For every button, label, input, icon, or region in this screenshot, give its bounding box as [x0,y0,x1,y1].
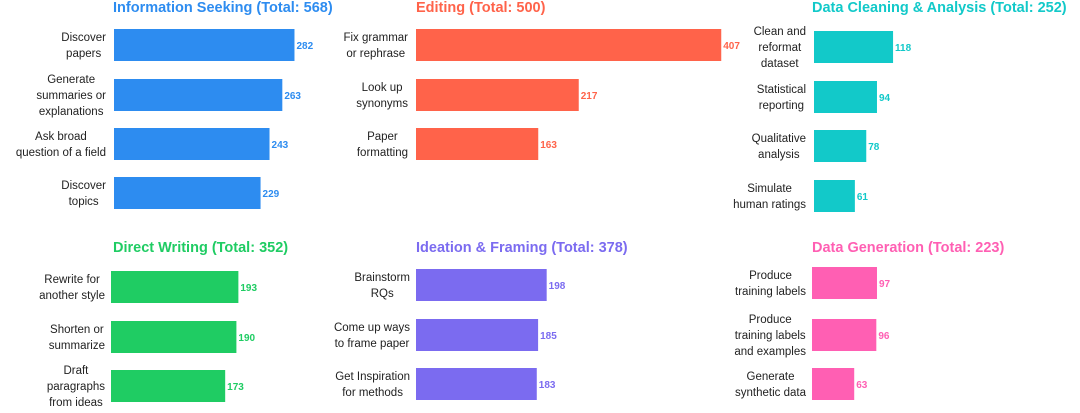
bar-chart: 198 Brainstorm RQs 185 Come up ways to frame … [334,269,566,400]
bar [111,321,237,353]
category-label: Produce training labels [735,270,806,298]
bar-value-label: 282 [296,41,313,52]
category-label: Get Inspiration for methods [335,371,410,399]
bar-value-label: 263 [284,91,301,102]
bar-value-label: 407 [723,41,740,52]
panel-title: Ideation & Framing (Total: 378) [416,240,628,256]
category-label: Draft paragraphs from ideas [47,365,105,409]
bar-value-label: 163 [540,140,557,151]
bar [416,368,537,400]
bar-value-label: 61 [857,192,869,203]
bar [812,368,855,400]
category-label: Ask broad question of a field [16,131,106,159]
bar-chart: 282 Discover papers 263 Generate summaries or… [16,29,314,209]
panel-ideation-framing: Ideation & Framing (Total: 378) 198 Brain… [300,240,760,413]
bar-value-label: 63 [856,380,868,391]
bar-value-label: 173 [227,382,244,393]
category-label: Qualitative analysis [752,133,806,161]
bar-value-label: 229 [263,189,280,200]
bar [812,319,877,351]
bar [416,128,539,160]
bar-value-label: 243 [272,140,289,151]
bar-chart: 97 Produce training labels 96 Produce trainin… [734,267,891,400]
bar-chart: 407 Fix grammar or rephrase 217 Look up synon… [343,29,740,160]
bar-value-label: 193 [240,283,257,294]
bar [111,370,226,402]
category-label: Statistical reporting [757,84,806,112]
category-label: Clean and reformat dataset [754,26,806,70]
panel-editing: Editing (Total: 500) 407 Fix grammar or re… [300,0,760,206]
bar [114,79,283,111]
category-label: Produce training labels and examples [734,314,806,358]
category-label: Fix grammar or rephrase [343,32,408,60]
bar-chart: 193 Rewrite for another style 190 Shorten or… [39,271,258,409]
category-label: Discover topics [61,180,106,208]
panel-title: Direct Writing (Total: 352) [113,240,289,256]
bar-value-label: 97 [879,279,891,290]
bar-value-label: 94 [879,93,891,104]
bar [114,29,295,61]
panel-title: Information Seeking (Total: 568) [113,0,333,16]
bar-value-label: 78 [868,142,880,153]
category-label: Generate synthetic data [735,371,807,399]
panel-title: Editing (Total: 500) [416,0,546,16]
bar-value-label: 185 [540,331,557,342]
bar-value-label: 96 [878,331,890,342]
panel-data-cleaning-analysis: Data Cleaning & Analysis (Total: 252) 11… [700,0,1080,212]
bar-chart: 118 Clean and reformat dataset 94 Statistical… [733,26,912,212]
bar-value-label: 198 [549,281,566,292]
bar [814,130,867,162]
panel-information-seeking: Information Seeking (Total: 568) 282 Disc… [0,0,360,209]
bar-value-label: 190 [238,333,255,344]
bar [814,180,855,212]
bar [114,128,270,160]
bar [114,177,261,209]
category-label: Look up synonyms [356,82,408,110]
bar [416,269,547,301]
panel-direct-writing: Direct Writing (Total: 352) 193 Rewrite f… [0,240,360,413]
category-label: Rewrite for another style [39,274,105,302]
category-label: Brainstorm RQs [354,272,410,300]
bar-value-label: 183 [539,380,556,391]
bar [416,319,539,351]
bar [814,31,894,63]
bar [416,29,722,61]
panel-data-generation: Data Generation (Total: 223) 97 Produce tr… [700,240,1080,413]
category-label: Discover papers [61,32,106,60]
category-label: Shorten or summarize [49,324,105,352]
bar [416,79,579,111]
panel-title: Data Generation (Total: 223) [812,240,1005,256]
category-label: Generate summaries or explanations [36,74,106,118]
panel-title: Data Cleaning & Analysis (Total: 252) [812,0,1067,16]
category-label: Come up ways to frame paper [334,322,410,350]
bar [812,267,877,299]
bar-value-label: 118 [895,43,912,54]
bar-value-label: 217 [581,91,598,102]
bar [111,271,239,303]
bar [814,81,877,113]
category-label: Simulate human ratings [733,183,806,211]
category-label: Paper formatting [357,131,408,159]
